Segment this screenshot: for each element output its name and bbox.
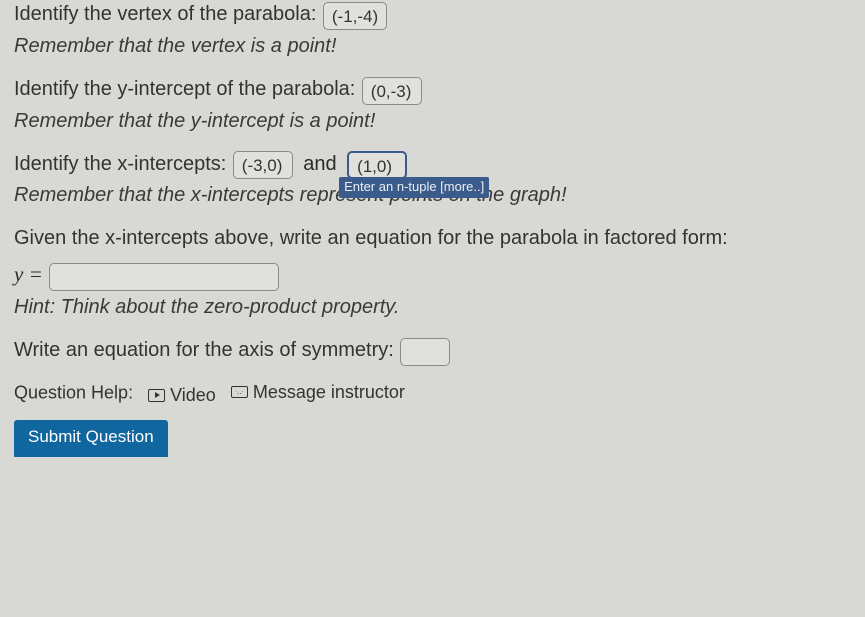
xint-and: and [303, 153, 336, 175]
yint-prompt: Identify the y-intercept of the parabola… [14, 78, 355, 100]
question-help-row: Question Help: Video Message instructor [14, 382, 851, 406]
axis-prompt: Write an equation for the axis of symmet… [14, 339, 394, 361]
vertex-hint: Remember that the vertex is a point! [14, 32, 851, 61]
eq-lhs: y = [14, 262, 43, 286]
axis-input[interactable] [400, 338, 450, 366]
help-label: Question Help: [14, 382, 133, 402]
submit-button[interactable]: Submit Question [14, 420, 168, 457]
factored-input[interactable] [49, 263, 279, 291]
yint-hint: Remember that the y-intercept is a point… [14, 107, 851, 136]
video-icon [148, 389, 165, 402]
xint-hint-post: he graph! [482, 184, 567, 206]
question-factored-form: Given the x-intercepts above, write an e… [14, 224, 851, 322]
question-vertex: Identify the vertex of the parabola: (-1… [14, 0, 851, 61]
question-axis-symmetry: Write an equation for the axis of symmet… [14, 336, 851, 366]
envelope-icon [231, 386, 248, 398]
factored-prompt: Given the x-intercepts above, write an e… [14, 224, 851, 253]
question-y-intercept: Identify the y-intercept of the parabola… [14, 75, 851, 136]
vertex-input[interactable]: (-1,-4) [323, 2, 387, 30]
video-label: Video [170, 385, 216, 406]
xint-input-a[interactable]: (-3,0) [233, 151, 293, 179]
vertex-prompt: Identify the vertex of the parabola: [14, 3, 316, 25]
video-help-link[interactable]: Video [148, 385, 216, 406]
message-instructor-link[interactable]: Message instructor [231, 382, 405, 403]
tuple-tooltip[interactable]: Enter an n-tuple [more..] [339, 177, 489, 198]
message-label: Message instructor [253, 382, 405, 403]
yint-input[interactable]: (0,-3) [362, 77, 422, 105]
xint-prompt: Identify the x-intercepts: [14, 153, 226, 175]
xint-input-b[interactable]: (1,0) [347, 151, 407, 179]
xint-hint-pre: Remember that the x-intercepts repre [14, 184, 346, 206]
factored-hint: Hint: Think about the zero-product prope… [14, 293, 851, 322]
question-x-intercepts: Identify the x-intercepts: (-3,0) and (1… [14, 150, 851, 211]
